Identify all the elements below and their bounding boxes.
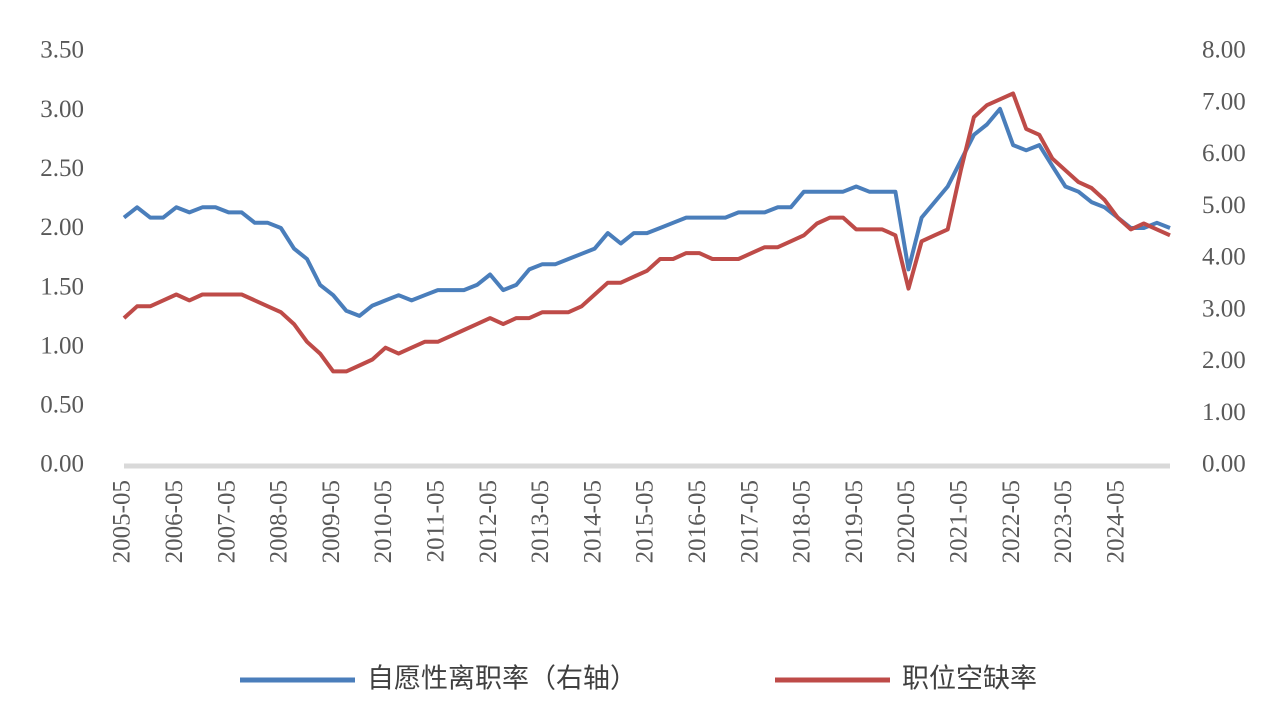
x-tick-label: 2021-05	[946, 480, 973, 563]
series-line	[122, 106, 1171, 318]
y2-tick-label: 1.00	[1202, 399, 1246, 426]
x-tick-label: 2007-05	[213, 480, 240, 563]
y-tick-label: 3.50	[40, 37, 84, 64]
y2-tick-label: 5.00	[1202, 192, 1246, 219]
x-tick-label: 2013-05	[527, 480, 554, 563]
x-tick-label: 2015-05	[632, 480, 659, 563]
x-tick-label: 2011-05	[423, 480, 450, 562]
x-tick-label: 2014-05	[579, 480, 606, 563]
x-tick-label: 2024-05	[1102, 480, 1129, 563]
x-tick-label: 2016-05	[684, 480, 711, 563]
y2-tick-label: 2.00	[1202, 347, 1246, 374]
legend-label: 职位空缺率	[902, 664, 1037, 695]
y-tick-label: 1.00	[40, 332, 84, 359]
x-tick-label: 2012-05	[475, 480, 502, 563]
x-tick-label: 2017-05	[736, 480, 763, 563]
y-tick-label: 2.50	[40, 155, 84, 182]
x-tick-label: 2005-05	[109, 480, 136, 563]
x-tick-label: 2022-05	[998, 480, 1025, 563]
x-tick-label: 2006-05	[161, 480, 188, 563]
x-tick-label: 2023-05	[1050, 480, 1077, 563]
y2-tick-label: 8.00	[1202, 37, 1246, 64]
y2-tick-label: 0.00	[1202, 451, 1246, 478]
y2-tick-label: 3.00	[1202, 295, 1246, 322]
y2-tick-label: 6.00	[1202, 140, 1246, 167]
x-tick-label: 2019-05	[841, 480, 868, 563]
y2-tick-label: 4.00	[1202, 244, 1246, 271]
y-tick-label: 0.00	[40, 451, 84, 478]
y-tick-label: 1.50	[40, 273, 84, 300]
y-tick-label: 2.00	[40, 214, 84, 241]
y-tick-label: 3.00	[40, 96, 84, 123]
x-tick-label: 2018-05	[789, 480, 816, 563]
x-tick-label: 2008-05	[266, 480, 293, 563]
y2-tick-label: 7.00	[1202, 88, 1246, 115]
y-tick-label: 0.50	[40, 392, 84, 419]
x-tick-label: 2020-05	[893, 480, 920, 563]
legend-label: 自愿性离职率（右轴）	[367, 664, 637, 695]
x-tick-label: 2010-05	[370, 480, 397, 563]
x-tick-label: 2009-05	[318, 480, 345, 563]
series-line	[122, 91, 1171, 374]
